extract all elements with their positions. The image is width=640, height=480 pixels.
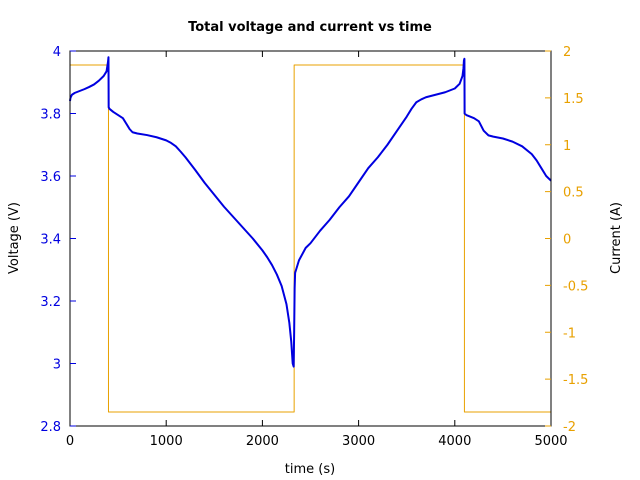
x-tick-label: 0 [66, 434, 74, 449]
y-tick-label: 3.6 [40, 170, 61, 185]
y-tick-label: 3.2 [40, 295, 61, 310]
current-series-line [70, 64, 551, 413]
y2-tick-label: 1 [563, 139, 571, 154]
y2-tick-label: 0.5 [563, 186, 584, 201]
x-tick-label: 1000 [150, 434, 183, 449]
y2-tick-label: 2 [563, 45, 571, 60]
y-tick-label: 2.8 [40, 420, 61, 435]
y2-tick-label: -1 [563, 326, 576, 341]
y2-axis-label: Current (A) [609, 202, 624, 274]
chart-title: Total voltage and current vs time [188, 20, 432, 35]
x-tick-label: 3000 [342, 434, 375, 449]
y2-tick-label: -2 [563, 420, 576, 435]
y-tick-label: 3.8 [40, 108, 61, 123]
y-tick-label: 3.4 [40, 233, 61, 248]
x-tick-label: 5000 [534, 434, 567, 449]
voltage-series-line [69, 56, 552, 368]
y2-tick-label: 0 [563, 233, 571, 248]
y2-tick-label: -0.5 [563, 279, 588, 294]
x-tick-label: 4000 [438, 434, 471, 449]
y-tick-label: 3 [53, 358, 61, 373]
x-axis-label: time (s) [285, 462, 335, 477]
y2-tick-label: -1.5 [563, 373, 588, 388]
ticks-layer: 0 1000 2000 3000 4000 5000 2.8 3 3.2 3.4 3.6 3.8 4 -2… [40, 45, 588, 449]
y2-tick-label: 1.5 [563, 92, 584, 107]
series-layer [69, 56, 552, 413]
x-tick-label: 2000 [246, 434, 279, 449]
y-tick-label: 4 [53, 45, 61, 60]
y-axis-label: Voltage (V) [7, 202, 22, 274]
